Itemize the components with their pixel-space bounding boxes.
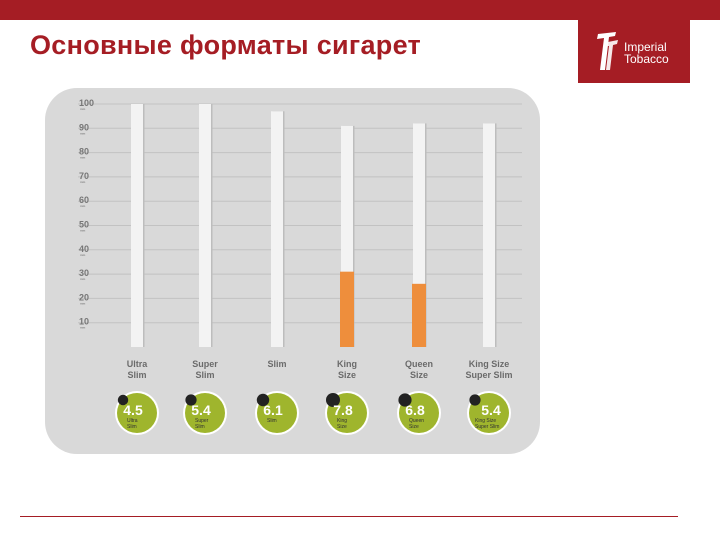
badge-caption-line: Ultra	[127, 418, 138, 424]
y-tick-label: 10	[79, 317, 89, 327]
category-label: Super Slim	[192, 359, 218, 380]
y-tick-label: 80	[79, 147, 89, 157]
diameter-value: 6.8	[405, 402, 425, 418]
badge-caption: Slim	[267, 418, 277, 424]
logo-text: Imperial Tobacco	[624, 41, 669, 65]
badge-caption-line: Slim	[195, 424, 205, 430]
diameter-dot	[326, 393, 340, 407]
diameter-dot	[398, 393, 412, 407]
top-bar	[0, 0, 720, 20]
y-tick-unit: mm	[80, 301, 86, 305]
badge-caption: Queen Size	[409, 418, 424, 430]
badge-caption-line: King Size	[475, 418, 496, 424]
logo-line-2: Tobacco	[624, 52, 669, 66]
cigarette-filter	[340, 271, 354, 347]
cigarette-filter	[412, 283, 426, 347]
badge-caption-line: King	[337, 418, 347, 424]
cigarette-bar	[131, 104, 143, 347]
diameter-value: 7.8	[333, 402, 353, 418]
cigarette-bar	[199, 104, 211, 347]
category-label-line: Slim	[267, 359, 286, 369]
diameter-value: 6.1	[263, 402, 283, 418]
y-tick-unit: mm	[80, 107, 86, 111]
category-label-line: King	[337, 359, 357, 369]
y-tick-unit: mm	[80, 229, 86, 233]
category-label: Slim	[267, 359, 286, 369]
diameter-dot	[185, 394, 197, 406]
y-tick-unit: mm	[80, 131, 86, 135]
diameter-dot	[117, 394, 129, 406]
category-label-line: King Size	[469, 359, 510, 369]
diameter-value: 4.5	[123, 402, 143, 418]
badge-caption: Super Slim	[195, 418, 209, 430]
category-label: Queen Size	[405, 359, 433, 380]
logo-line-1: Imperial	[624, 40, 667, 54]
badge-caption: King Size Super Slim	[475, 418, 499, 430]
y-tick-label: 20	[79, 292, 89, 302]
diameter-dot	[256, 393, 270, 407]
category-label-line: Size	[338, 370, 356, 380]
y-tick-unit: mm	[80, 156, 86, 160]
badge-caption-line: Super	[195, 418, 209, 424]
y-tick-label: 60	[79, 195, 89, 205]
diameter-dot	[469, 394, 481, 406]
category-label-line: Super	[192, 359, 218, 369]
badge-caption-line: Size	[409, 424, 419, 430]
badge-caption: Ultra Slim	[127, 418, 138, 430]
cigarette-bar	[483, 123, 495, 347]
diameter-value: 5.4	[191, 402, 211, 418]
badge-caption-line: Super Slim	[475, 424, 499, 430]
category-label: King Size	[337, 359, 357, 380]
badge-caption-line: Queen	[409, 418, 424, 424]
badge-caption-line: Size	[337, 424, 347, 430]
y-tick-label: 70	[79, 171, 89, 181]
category-label: King Size Super Slim	[465, 359, 512, 380]
y-tick-unit: mm	[80, 204, 86, 208]
category-label-line: Slim	[127, 370, 146, 380]
category-label-line: Queen	[405, 359, 433, 369]
imperial-tobacco-logo: Imperial Tobacco	[578, 20, 690, 83]
diameter-value: 5.4	[481, 402, 501, 418]
cigarette-bar	[271, 111, 283, 347]
category-label-line: Slim	[195, 370, 214, 380]
badge-caption-line: Slim	[267, 418, 277, 424]
y-tick-label: 100	[79, 98, 94, 108]
y-tick-unit: mm	[80, 253, 86, 257]
y-tick-label: 30	[79, 268, 89, 278]
category-label-line: Super Slim	[465, 370, 512, 380]
y-tick-unit: mm	[80, 326, 86, 330]
y-tick-label: 50	[79, 220, 89, 230]
category-label: Ultra Slim	[127, 359, 148, 380]
bottom-divider	[20, 516, 678, 517]
badge-caption: King Size	[337, 418, 347, 430]
badge-caption-line: Slim	[127, 424, 137, 430]
category-label-line: Size	[410, 370, 428, 380]
page-title: Основные форматы сигарет	[30, 30, 422, 60]
y-tick-label: 90	[79, 122, 89, 132]
y-tick-unit: mm	[80, 277, 86, 281]
y-tick-label: 40	[79, 244, 89, 254]
category-label-line: Ultra	[127, 359, 148, 369]
logo-mark-icon	[597, 32, 618, 70]
y-tick-unit: mm	[80, 180, 86, 184]
